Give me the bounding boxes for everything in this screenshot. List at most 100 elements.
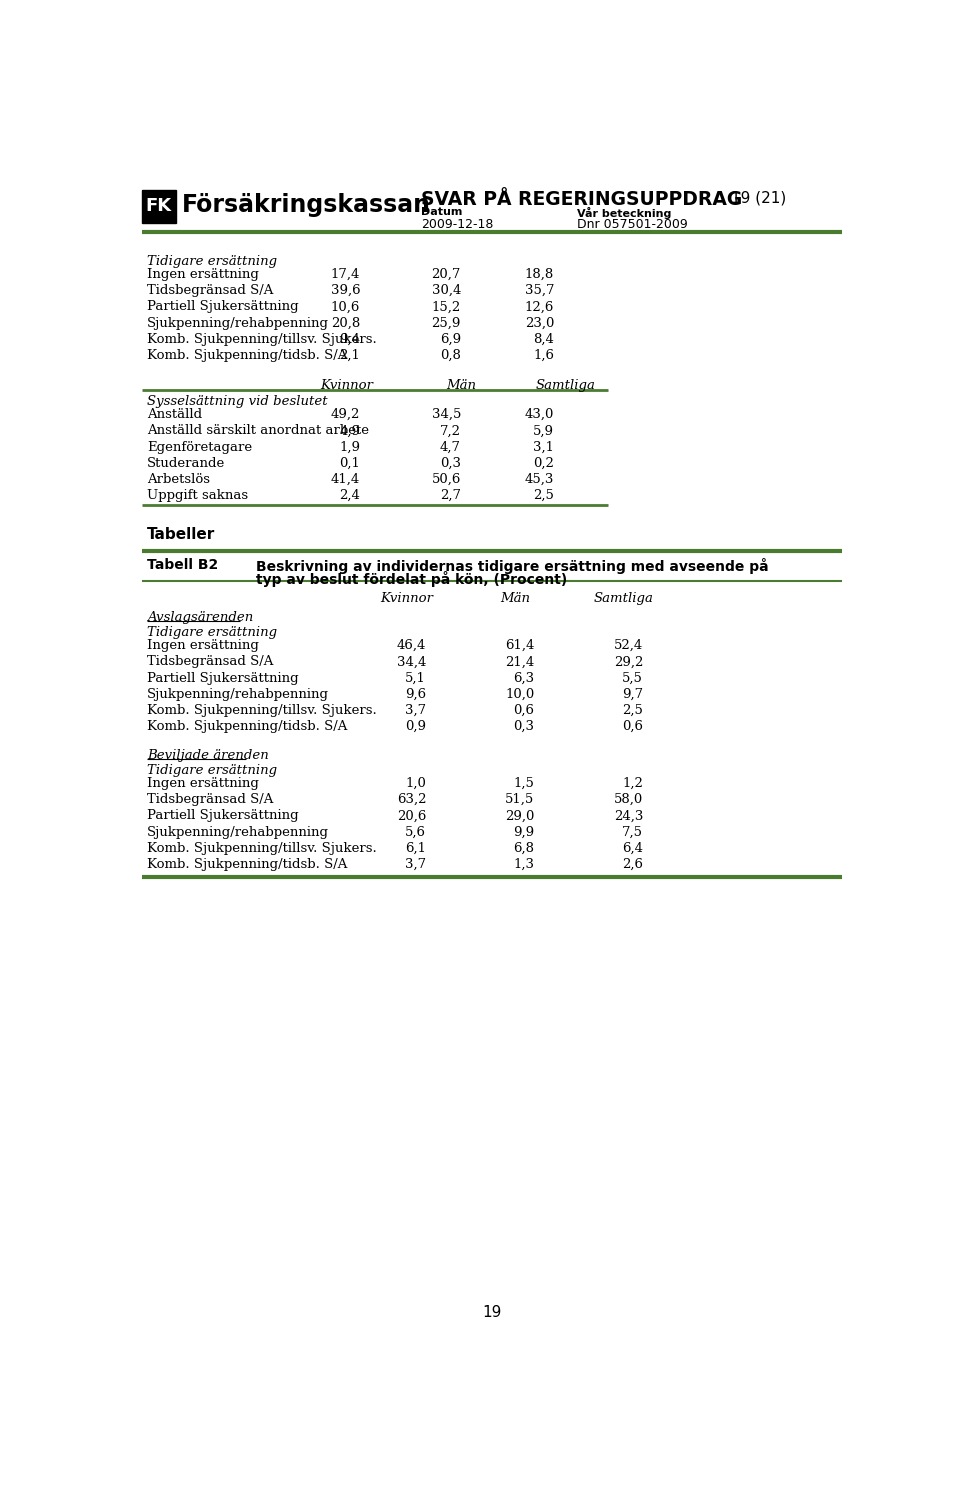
Text: 10,0: 10,0 xyxy=(505,688,535,700)
Text: Ingen ersättning: Ingen ersättning xyxy=(147,776,259,790)
Text: 6,3: 6,3 xyxy=(514,672,535,685)
Text: 30,4: 30,4 xyxy=(432,284,461,298)
Text: Anställd särskilt anordnat arbete: Anställd särskilt anordnat arbete xyxy=(147,425,370,437)
Text: 52,4: 52,4 xyxy=(613,639,643,652)
Text: Sjukpenning/rehabpenning: Sjukpenning/rehabpenning xyxy=(147,688,329,700)
Text: 2,4: 2,4 xyxy=(340,489,360,503)
Text: Studerande: Studerande xyxy=(147,456,226,470)
Text: Arbetslös: Arbetslös xyxy=(147,473,210,486)
Text: typ av beslut fördelat på kön, (Procent): typ av beslut fördelat på kön, (Procent) xyxy=(255,571,566,588)
Text: 49,2: 49,2 xyxy=(331,408,360,422)
Text: Avslagsärenden: Avslagsärenden xyxy=(147,610,253,624)
Text: 9,4: 9,4 xyxy=(339,332,360,346)
Text: 6,8: 6,8 xyxy=(514,842,535,854)
Text: 0,6: 0,6 xyxy=(622,720,643,733)
Text: 24,3: 24,3 xyxy=(613,809,643,823)
Text: 6,4: 6,4 xyxy=(622,842,643,854)
Text: Kvinnor: Kvinnor xyxy=(380,592,433,606)
Text: 39,6: 39,6 xyxy=(330,284,360,298)
Text: 9,6: 9,6 xyxy=(405,688,426,700)
Text: 3,7: 3,7 xyxy=(405,705,426,717)
Text: 7,2: 7,2 xyxy=(440,425,461,437)
Text: 15,2: 15,2 xyxy=(432,301,461,313)
Text: 1,9: 1,9 xyxy=(339,440,360,453)
Text: SVAR PÅ REGERINGSUPPDRAG: SVAR PÅ REGERINGSUPPDRAG xyxy=(420,190,742,209)
Text: Beskrivning av individernas tidigare ersättning med avseende på: Beskrivning av individernas tidigare ers… xyxy=(255,558,768,574)
Text: 4,7: 4,7 xyxy=(440,440,461,453)
Text: 8,4: 8,4 xyxy=(533,332,554,346)
Text: Partiell Sjukersättning: Partiell Sjukersättning xyxy=(147,809,299,823)
Text: 51,5: 51,5 xyxy=(505,793,535,806)
Text: 2009-12-18: 2009-12-18 xyxy=(420,218,493,230)
Text: Komb. Sjukpenning/tillsv. Sjukers.: Komb. Sjukpenning/tillsv. Sjukers. xyxy=(147,842,377,854)
Text: Anställd: Anställd xyxy=(147,408,203,422)
Text: Sysselsättning vid beslutet: Sysselsättning vid beslutet xyxy=(147,395,327,408)
Text: 29,0: 29,0 xyxy=(505,809,535,823)
Text: Kvinnor: Kvinnor xyxy=(320,378,372,392)
Text: Tidsbegränsad S/A: Tidsbegränsad S/A xyxy=(147,655,274,669)
Text: 5,1: 5,1 xyxy=(405,672,426,685)
Text: 20,6: 20,6 xyxy=(396,809,426,823)
Text: 1,2: 1,2 xyxy=(622,776,643,790)
Text: 58,0: 58,0 xyxy=(613,793,643,806)
Text: 2,5: 2,5 xyxy=(533,489,554,503)
Text: Samtliga: Samtliga xyxy=(536,378,595,392)
Text: Sjukpenning/rehabpenning: Sjukpenning/rehabpenning xyxy=(147,826,329,839)
Text: Egenföretagare: Egenföretagare xyxy=(147,440,252,453)
Text: 3,7: 3,7 xyxy=(405,857,426,871)
Text: 1,6: 1,6 xyxy=(533,349,554,362)
Text: Komb. Sjukpenning/tidsb. S/A: Komb. Sjukpenning/tidsb. S/A xyxy=(147,857,348,871)
Text: 1,3: 1,3 xyxy=(514,857,535,871)
Text: Tidsbegränsad S/A: Tidsbegränsad S/A xyxy=(147,793,274,806)
Text: 0,3: 0,3 xyxy=(514,720,535,733)
Text: 5,5: 5,5 xyxy=(622,672,643,685)
Text: 19: 19 xyxy=(482,1305,502,1321)
Text: 0,8: 0,8 xyxy=(440,349,461,362)
Text: Tabeller: Tabeller xyxy=(147,527,215,542)
Text: Män: Män xyxy=(446,378,476,392)
Text: 1,5: 1,5 xyxy=(514,776,535,790)
Text: Försäkringskassan: Försäkringskassan xyxy=(182,193,431,217)
Text: 34,4: 34,4 xyxy=(396,655,426,669)
Text: 20,7: 20,7 xyxy=(432,268,461,281)
Text: 2,6: 2,6 xyxy=(622,857,643,871)
Text: Tabell B2: Tabell B2 xyxy=(147,558,218,573)
Text: Komb. Sjukpenning/tillsv. Sjukers.: Komb. Sjukpenning/tillsv. Sjukers. xyxy=(147,332,377,346)
Text: Tidigare ersättning: Tidigare ersättning xyxy=(147,764,277,776)
Text: 0,6: 0,6 xyxy=(514,705,535,717)
Text: Komb. Sjukpenning/tidsb. S/A: Komb. Sjukpenning/tidsb. S/A xyxy=(147,720,348,733)
Text: 6,1: 6,1 xyxy=(405,842,426,854)
Text: 0,9: 0,9 xyxy=(405,720,426,733)
Text: 0,2: 0,2 xyxy=(533,456,554,470)
Text: 46,4: 46,4 xyxy=(396,639,426,652)
Text: Komb. Sjukpenning/tidsb. S/A: Komb. Sjukpenning/tidsb. S/A xyxy=(147,349,348,362)
Text: Tidigare ersättning: Tidigare ersättning xyxy=(147,254,277,268)
Text: 4,9: 4,9 xyxy=(339,425,360,437)
Bar xyxy=(142,190,176,223)
Text: Tidsbegränsad S/A: Tidsbegränsad S/A xyxy=(147,284,274,298)
Text: 41,4: 41,4 xyxy=(331,473,360,486)
Text: 23,0: 23,0 xyxy=(524,317,554,329)
Text: Partiell Sjukersättning: Partiell Sjukersättning xyxy=(147,301,299,313)
Text: Komb. Sjukpenning/tillsv. Sjukers.: Komb. Sjukpenning/tillsv. Sjukers. xyxy=(147,705,377,717)
Text: 21,4: 21,4 xyxy=(505,655,535,669)
Text: 29,2: 29,2 xyxy=(613,655,643,669)
Text: 6,9: 6,9 xyxy=(440,332,461,346)
Text: 2,1: 2,1 xyxy=(340,349,360,362)
Text: 2,7: 2,7 xyxy=(440,489,461,503)
Text: 61,4: 61,4 xyxy=(505,639,535,652)
Text: Män: Män xyxy=(500,592,530,606)
Text: 3,1: 3,1 xyxy=(533,440,554,453)
Text: Dnr 057501-2009: Dnr 057501-2009 xyxy=(577,218,688,230)
Text: 2,5: 2,5 xyxy=(622,705,643,717)
Text: FK: FK xyxy=(146,197,172,215)
Text: Beviljade ärenden: Beviljade ärenden xyxy=(147,748,269,761)
Text: Vår beteckning: Vår beteckning xyxy=(577,208,672,220)
Text: Uppgift saknas: Uppgift saknas xyxy=(147,489,249,503)
Text: Datum: Datum xyxy=(420,208,462,217)
Text: 25,9: 25,9 xyxy=(432,317,461,329)
Text: 45,3: 45,3 xyxy=(524,473,554,486)
Text: 9,7: 9,7 xyxy=(622,688,643,700)
Text: Sjukpenning/rehabpenning: Sjukpenning/rehabpenning xyxy=(147,317,329,329)
Text: 5,9: 5,9 xyxy=(533,425,554,437)
